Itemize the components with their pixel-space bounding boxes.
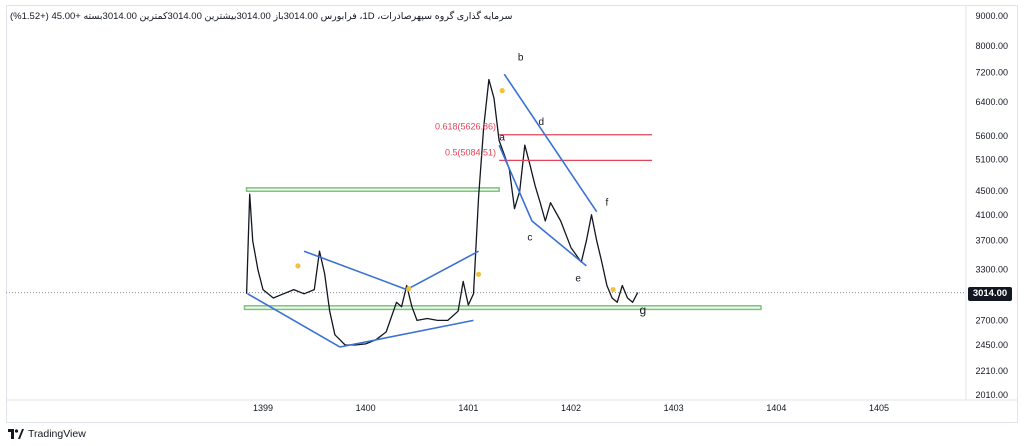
price-tick-label: 5100.00 (975, 155, 1008, 165)
price-tick-label: 3300.00 (975, 265, 1008, 275)
markers (295, 88, 616, 293)
trendline (247, 293, 341, 348)
price-series (245, 78, 639, 346)
wave-label-c: c (527, 233, 532, 244)
footer-brand[interactable]: TradingView (28, 428, 86, 440)
trendline (498, 144, 533, 222)
time-axis[interactable]: 1399 1400 1401 1402 1403 1404 1405 (253, 403, 889, 413)
price-tick-label: 2010.00 (975, 390, 1008, 400)
price-line (245, 78, 639, 346)
trendline (339, 319, 474, 348)
signal-marker (406, 286, 412, 292)
wave-label-a: a (499, 133, 505, 144)
wave-labels: a b c d e f g (499, 52, 646, 317)
signal-marker (610, 286, 616, 293)
support-zone (245, 187, 500, 193)
price-tick-label: 4500.00 (975, 186, 1008, 196)
wave-label-b: b (518, 52, 524, 63)
price-tick-label: 6400.00 (975, 97, 1008, 107)
time-tick-label: 1403 (664, 403, 684, 413)
time-tick-label: 1399 (253, 403, 273, 413)
price-tick-label: 9000.00 (975, 11, 1008, 21)
wave-label-f: f (606, 198, 609, 209)
signal-marker (499, 88, 505, 94)
trendline (531, 220, 587, 267)
time-tick-label: 1404 (766, 403, 786, 413)
time-tick-label: 1400 (356, 403, 376, 413)
tradingview-logo-icon (8, 429, 24, 439)
signal-marker (476, 271, 482, 277)
last-price-tag: 3014.00 (968, 287, 1012, 301)
fib-level-label: 0.5(5084.51) (445, 147, 496, 157)
wave-label-g: g (640, 303, 647, 317)
support-zone (243, 305, 762, 311)
price-tick-label: 5600.00 (975, 131, 1008, 141)
fib-level-label: 0.618(5626.86) (435, 122, 496, 132)
chart-frame (6, 5, 1018, 423)
fib-levels: 0.618(5626.86) 0.5(5084.51) (435, 122, 653, 161)
price-tick-label: 7200.00 (975, 67, 1008, 77)
wave-label-e: e (575, 273, 581, 284)
price-tick-label: 4100.00 (975, 210, 1008, 220)
trendline (303, 250, 408, 291)
trendlines (247, 73, 598, 348)
support-zones (243, 187, 762, 311)
trendline (406, 250, 479, 291)
footer: TradingView (8, 428, 86, 440)
price-tick-label: 2700.00 (975, 315, 1008, 325)
price-axis[interactable]: 9000.00 8000.00 7200.00 6400.00 5600.00 5100.… (975, 11, 1008, 400)
price-tick-label: 8000.00 (975, 41, 1008, 51)
price-tick-label: 2450.00 (975, 340, 1008, 350)
symbol-header: سرمایه گذاری گروه سپهرصادرات، 1D، فرابور… (10, 11, 513, 22)
signal-marker (295, 263, 301, 269)
price-tick-label: 2210.00 (975, 366, 1008, 376)
time-tick-label: 1405 (869, 403, 889, 413)
time-tick-label: 1402 (561, 403, 581, 413)
price-tick-label: 3700.00 (975, 236, 1008, 246)
time-tick-label: 1401 (458, 403, 478, 413)
trendline (503, 73, 598, 213)
wave-label-d: d (538, 117, 544, 128)
